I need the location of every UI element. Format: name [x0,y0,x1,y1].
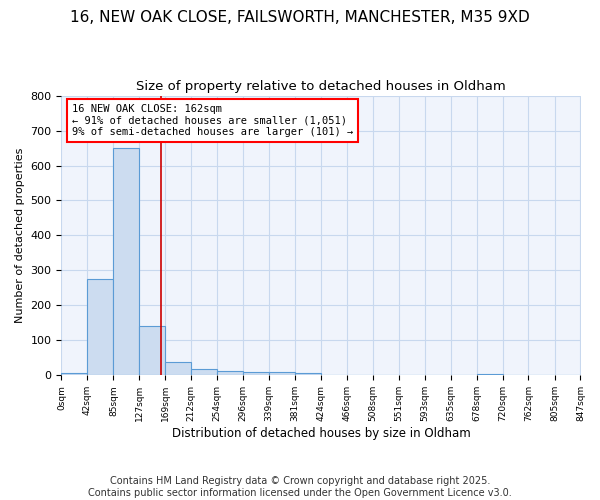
Bar [87,279,113,376]
Bar [139,326,165,376]
Bar [243,372,269,376]
Bar [165,362,191,376]
Bar [191,370,217,376]
Text: Contains HM Land Registry data © Crown copyright and database right 2025.
Contai: Contains HM Land Registry data © Crown c… [88,476,512,498]
Bar [269,372,295,376]
Bar [295,372,321,376]
X-axis label: Distribution of detached houses by size in Oldham: Distribution of detached houses by size … [172,427,470,440]
Bar [61,372,87,376]
Title: Size of property relative to detached houses in Oldham: Size of property relative to detached ho… [136,80,506,93]
Bar [113,148,139,376]
Y-axis label: Number of detached properties: Number of detached properties [15,148,25,323]
Bar [217,371,243,376]
Text: 16, NEW OAK CLOSE, FAILSWORTH, MANCHESTER, M35 9XD: 16, NEW OAK CLOSE, FAILSWORTH, MANCHESTE… [70,10,530,25]
Text: 16 NEW OAK CLOSE: 162sqm
← 91% of detached houses are smaller (1,051)
9% of semi: 16 NEW OAK CLOSE: 162sqm ← 91% of detach… [72,104,353,137]
Bar [477,374,503,376]
